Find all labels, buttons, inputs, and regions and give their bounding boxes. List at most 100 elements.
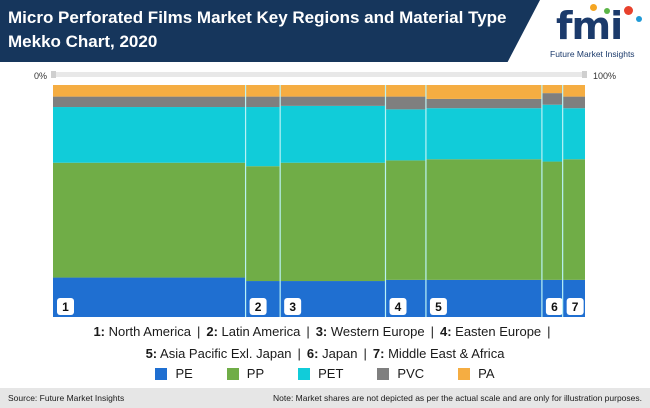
region-badge-7: 7 [572,300,579,314]
region-badge-bg-4 [389,298,407,315]
legend-item-pvc: PVC [377,366,424,381]
footer: Source: Future Market Insights Note: Mar… [0,388,650,408]
logo-tagline: Future Market Insights [550,49,635,59]
bar-segment-pvc-region-5 [425,98,542,109]
bar-segment-pvc-region-2 [245,96,281,108]
x-axis-min-label: 0% [34,71,47,81]
region-legend-number: 5: [145,346,158,361]
legend-label-pa: PA [478,366,495,381]
mekko-chart-svg: 0% 100% 1 2 3 4 5 6 7 [34,71,616,317]
region-legend-separator: | [306,324,310,339]
bar-segment-pp-region-7 [562,159,585,280]
region-badge-1: 1 [62,300,69,314]
legend-swatch-pet [298,367,311,380]
bar-segment-pvc-region-4 [385,96,426,110]
legend-swatch-pvc [377,367,390,380]
legend-item-pa: PA [458,366,495,381]
bar-segment-pa-region-4 [385,85,426,97]
region-badge-bg-5 [429,298,447,315]
region-legend-row-1: 1: North America | 2: Latin America | 3: Wes… [0,321,650,343]
logo-mark: fmi [556,4,623,48]
region-legend-separator: | [547,324,551,339]
region-legend-separator: | [430,324,434,339]
region-badge-2: 2 [255,300,262,314]
bar-segment-pp-region-3 [280,162,386,282]
logo-dot-orange [590,4,597,11]
region-badge-4: 4 [395,300,402,314]
source-text: Source: Future Market Insights [8,393,125,403]
logo-dot-red [624,6,633,15]
fmi-logo: fmi Future Market Insights [548,4,648,64]
x-axis-end-cap [582,71,587,78]
bar-segment-pp-region-1 [53,162,246,278]
region-legend-name: Japan [318,346,358,361]
bar-segment-pvc-region-3 [280,96,386,106]
region-badge-bg-6 [545,298,563,315]
legend-swatch-pa [458,367,471,380]
bar-segment-pvc-region-6 [541,93,563,105]
bar-segment-pp-region-2 [245,166,281,282]
legend-label-pet: PET [318,366,344,381]
bar-segment-pa-region-1 [53,85,246,97]
region-badge-bg-1 [57,298,74,315]
region-legend-number: 7: [372,346,385,361]
bar-segment-pvc-region-7 [562,96,585,109]
region-badge-5: 5 [435,300,442,314]
legend-label-pvc: PVC [397,366,425,381]
region-legend-name: Western Europe [327,324,425,339]
region-legend-number: 2: [206,324,218,339]
x-axis-start-cap [51,71,56,78]
region-legend-separator: | [297,346,301,361]
series-legend: PE PP PET PVC PA [0,366,650,381]
region-legend-number: 1: [93,324,105,339]
header: Micro Perforated Films Market Key Region… [0,0,650,66]
region-legend-name: Easten Europe [451,324,542,339]
bar-segment-pet-region-1 [53,107,246,163]
bar-segment-pa-region-7 [562,85,585,97]
x-axis-max-label: 100% [593,71,616,81]
legend-label-pe: PE [175,366,193,381]
bar-segment-pet-region-4 [385,109,426,161]
chart-title-line-1: Micro Perforated Films Market Key Region… [8,8,507,27]
region-legend-separator: | [363,346,367,361]
bar-segment-pet-region-6 [541,104,563,162]
region-legend-name: North America [105,324,191,339]
region-badge-3: 3 [289,300,296,314]
bar-segment-pe-region-1 [53,277,246,317]
region-badge-bg-2 [249,298,267,315]
bar-segment-pa-region-6 [541,85,563,94]
mekko-chart: 0% 100% 1 2 3 4 5 6 7 [0,66,650,320]
bar-segment-pp-region-4 [385,160,426,280]
bar-segment-pa-region-3 [280,85,386,97]
bar-segment-pp-region-5 [425,159,542,280]
region-legend-number: 6: [306,346,319,361]
bar-segment-pvc-region-1 [53,96,246,108]
region-legend-number: 3: [315,324,328,339]
region-legend-number: 4: [439,324,452,339]
legend-swatch-pp [226,367,239,380]
legend-swatch-pe [155,367,168,380]
region-badge-bg-3 [284,298,302,315]
logo-dot-green [604,8,610,14]
region-legend-separator: | [196,324,201,339]
legend-item-pe: PE [155,366,193,381]
region-badge-6: 6 [551,300,558,314]
region-legend-row-2: 5: Asia Pacific Exl. Japan | 6: Japan | 7: M… [0,343,650,365]
region-legend: 1: North America | 2: Latin America | 3: Wes… [0,321,650,365]
x-axis-track [53,72,585,77]
chart-title-line-2: Mekko Chart, 2020 [8,32,158,51]
region-legend-name: Latin America [217,324,301,339]
bar-segment-pa-region-2 [245,85,281,97]
bar-segment-pet-region-2 [245,107,281,167]
bar-segment-pet-region-3 [280,105,386,163]
legend-item-pet: PET [298,366,343,381]
region-legend-name: Middle East & Africa [384,346,505,361]
bar-segment-pa-region-5 [425,85,542,99]
legend-label-pp: PP [246,366,265,381]
region-badge-bg-7 [566,298,584,315]
logo-dot-blue [636,16,642,22]
note-text: Note: Market shares are not depicted as … [272,393,642,403]
legend-item-pp: PP [226,366,265,381]
bar-segment-pp-region-6 [541,161,563,280]
bar-segment-pet-region-5 [425,108,542,160]
